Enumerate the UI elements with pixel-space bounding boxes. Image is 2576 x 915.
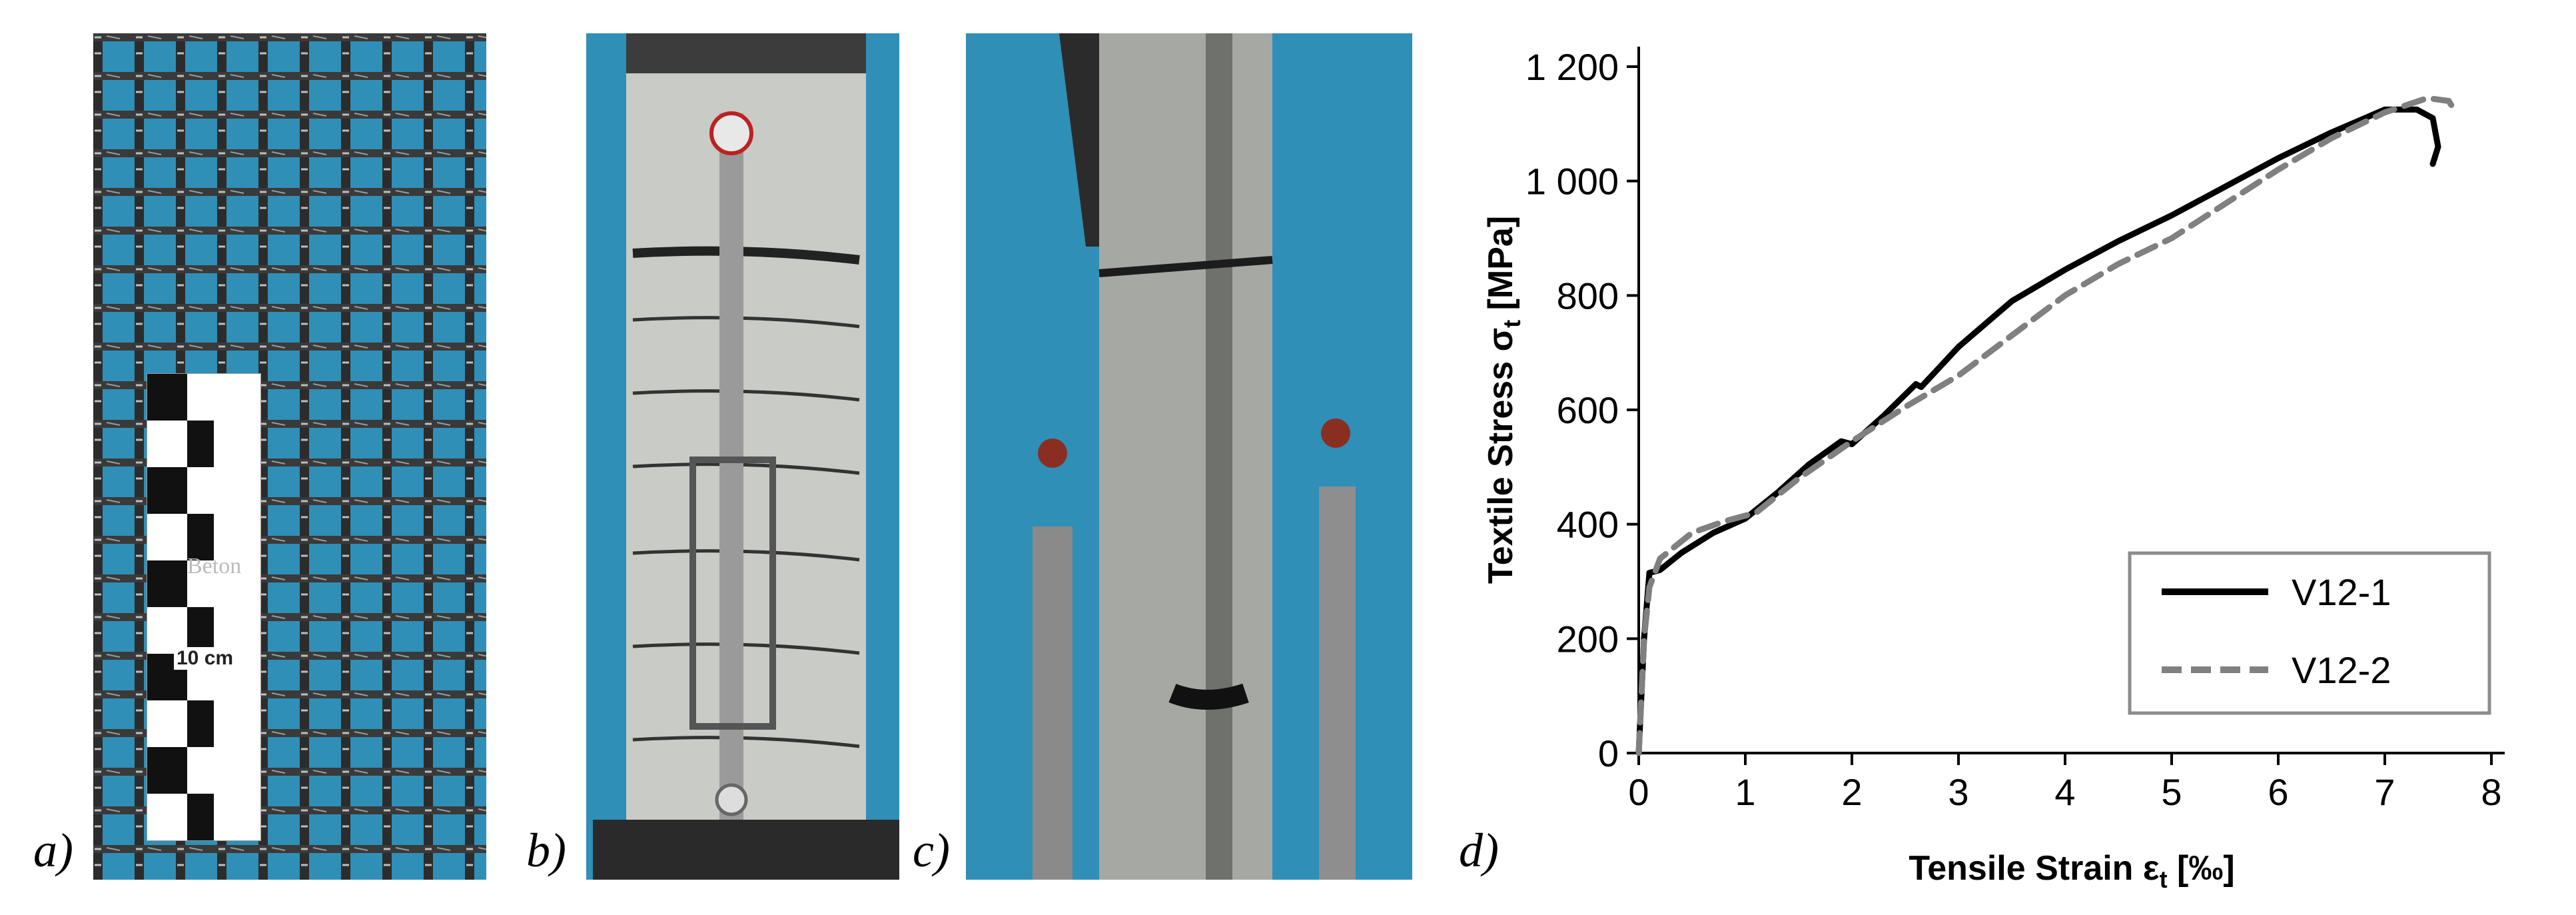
panel-label-d: d) [1459, 824, 1499, 877]
x-tick-label: 4 [2054, 771, 2075, 813]
x-tick-label: 8 [2481, 771, 2501, 813]
x-tick-label: 3 [1948, 771, 1968, 813]
measuring-ruler: Beton 10 cm [147, 373, 261, 841]
photo-textile-grid: Beton 10 cm [93, 33, 486, 880]
ruler-label: 10 cm [174, 647, 236, 670]
x-axis-title: Tensile Strain εt [‰] [1909, 849, 2234, 893]
specimen-cracks [632, 111, 860, 820]
panel-label-c: c) [913, 824, 950, 877]
legend-label-v12-2: V12-2 [2292, 649, 2391, 691]
y-axis-title: Textile Stress σt [MPa] [1482, 216, 1525, 584]
legend: V12-1 V12-2 [2128, 551, 2491, 715]
series-layer [1635, 95, 2457, 756]
x-tick-label: 1 [1735, 771, 1755, 813]
panel-label-b: b) [526, 824, 566, 877]
specimen-closeup-graphic [1033, 33, 1356, 880]
x-tick-label: 7 [2374, 771, 2395, 813]
x-tick-label: 5 [2161, 771, 2182, 813]
y-tick-label: 0 [1598, 732, 1619, 774]
x-ticks: 0 1 2 3 4 5 6 7 8 [1628, 753, 2502, 813]
chart-axes [1637, 47, 2505, 754]
ruler-stamp: Beton [187, 554, 242, 578]
stress-strain-chart: 0 200 400 600 800 1 000 1 200 0 1 2 3 4 5 6 7 8 Tensil… [1482, 46, 2505, 893]
x-tick-label: 0 [1628, 771, 1649, 813]
specimen-bottom-grip [593, 820, 899, 880]
y-tick-label: 1 200 [1525, 46, 1619, 88]
series-line-v12-1 [1635, 106, 2441, 756]
photo-specimen-extensometer [586, 33, 899, 880]
legend-label-v12-1: V12-1 [2292, 571, 2391, 613]
y-tick-label: 400 [1557, 504, 1619, 546]
x-tick-label: 6 [2268, 771, 2288, 813]
ruler-scale-blocks-right [187, 374, 214, 840]
y-tick-label: 800 [1557, 275, 1619, 317]
y-tick-label: 200 [1557, 618, 1619, 660]
y-ticks: 0 200 400 600 800 1 000 1 200 [1525, 46, 1639, 774]
series-line-v12-2 [1635, 95, 2457, 756]
specimen-top-grip [626, 33, 866, 73]
y-tick-label: 600 [1557, 389, 1619, 431]
photo-specimen-closeup [966, 33, 1412, 880]
panel-label-a: a) [33, 824, 73, 877]
ruler-scale-blocks [147, 374, 187, 840]
y-tick-label: 1 000 [1525, 161, 1619, 203]
legend-box [2128, 551, 2491, 715]
x-tick-label: 2 [1841, 771, 1862, 813]
